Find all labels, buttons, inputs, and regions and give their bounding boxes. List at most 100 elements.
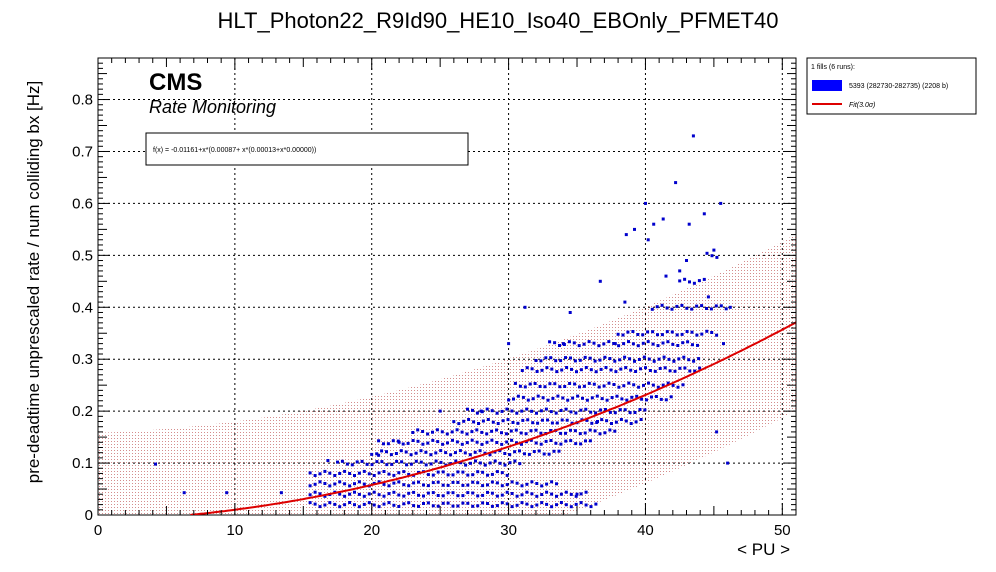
data-point <box>590 396 594 400</box>
data-point <box>416 439 420 443</box>
data-point <box>651 342 655 346</box>
data-point <box>608 410 612 414</box>
data-points <box>154 134 732 509</box>
data-point <box>565 366 569 369</box>
data-point <box>590 421 594 425</box>
data-point <box>671 383 675 387</box>
data-point <box>619 418 623 421</box>
data-point <box>461 494 465 498</box>
data-point <box>548 382 552 386</box>
data-point <box>535 494 539 498</box>
data-point <box>593 359 597 363</box>
data-point <box>579 492 583 496</box>
data-point <box>588 356 592 360</box>
data-point <box>709 307 713 311</box>
data-point <box>539 359 543 363</box>
data-point <box>574 411 578 415</box>
data-point <box>422 502 425 505</box>
data-point <box>353 482 356 486</box>
data-point <box>515 441 518 445</box>
data-point <box>657 357 661 361</box>
data-point <box>471 504 475 508</box>
data-point <box>362 502 366 506</box>
data-point <box>719 201 723 205</box>
data-point <box>676 385 680 389</box>
data-point <box>592 382 596 386</box>
legend-swatch-series <box>812 80 842 91</box>
data-point <box>715 255 719 259</box>
data-point <box>333 502 337 506</box>
data-point <box>431 481 435 485</box>
data-point <box>456 494 460 498</box>
data-point <box>414 459 418 463</box>
data-point <box>636 344 640 348</box>
data-point <box>579 368 583 372</box>
data-point <box>712 248 716 252</box>
legend-label-series: 5393 (282730-282735) (2208 b) <box>849 83 948 90</box>
y-axis-title: pre-deadtime unprescaled rate / num coll… <box>24 81 43 484</box>
data-point <box>680 303 684 307</box>
data-point <box>537 449 541 453</box>
data-point <box>485 432 489 436</box>
legend: 1 fills (6 runs): 5393 (282730-282735) (… <box>806 57 977 115</box>
data-point <box>435 428 439 432</box>
data-point <box>436 504 440 508</box>
x-tick-label: 30 <box>500 522 517 539</box>
data-point <box>357 471 361 475</box>
data-point <box>444 451 448 455</box>
data-point <box>550 492 554 496</box>
data-point <box>510 492 514 495</box>
data-point <box>647 357 651 361</box>
data-point <box>426 484 430 488</box>
data-point <box>587 340 591 344</box>
data-point <box>479 409 483 413</box>
data-point <box>630 395 634 399</box>
data-point <box>613 359 617 363</box>
data-point <box>357 480 361 484</box>
data-point <box>697 357 701 361</box>
data-point <box>584 490 588 494</box>
data-point <box>431 473 435 477</box>
data-point <box>459 461 463 465</box>
data-point <box>392 490 396 494</box>
data-point <box>512 397 515 401</box>
data-point <box>426 432 430 436</box>
data-point <box>333 474 337 477</box>
data-point <box>431 491 435 495</box>
data-point <box>668 369 672 373</box>
data-point <box>596 420 599 423</box>
data-point <box>559 442 563 446</box>
data-point <box>493 459 497 463</box>
data-point <box>633 359 636 363</box>
data-point <box>308 471 312 475</box>
data-point <box>547 452 551 456</box>
data-point <box>465 432 469 436</box>
data-point <box>454 459 458 463</box>
data-point <box>496 422 500 425</box>
data-point <box>686 340 690 344</box>
data-point <box>654 395 658 398</box>
data-point <box>639 418 643 421</box>
data-point <box>405 463 408 467</box>
data-point <box>589 505 593 509</box>
data-point <box>507 342 511 346</box>
data-point <box>620 397 624 401</box>
data-point <box>476 470 480 474</box>
data-point <box>466 407 469 411</box>
data-point <box>584 366 588 369</box>
data-point <box>594 411 598 415</box>
data-point <box>722 342 725 346</box>
data-point <box>538 385 542 388</box>
data-point <box>597 385 601 389</box>
data-point <box>692 281 696 285</box>
data-point <box>571 396 575 400</box>
data-point <box>318 472 322 476</box>
data-point <box>544 407 548 411</box>
data-point <box>670 330 674 334</box>
data-point <box>605 419 609 423</box>
data-point <box>441 442 445 446</box>
data-point <box>539 431 543 435</box>
data-point <box>525 482 529 486</box>
data-point <box>685 259 688 262</box>
